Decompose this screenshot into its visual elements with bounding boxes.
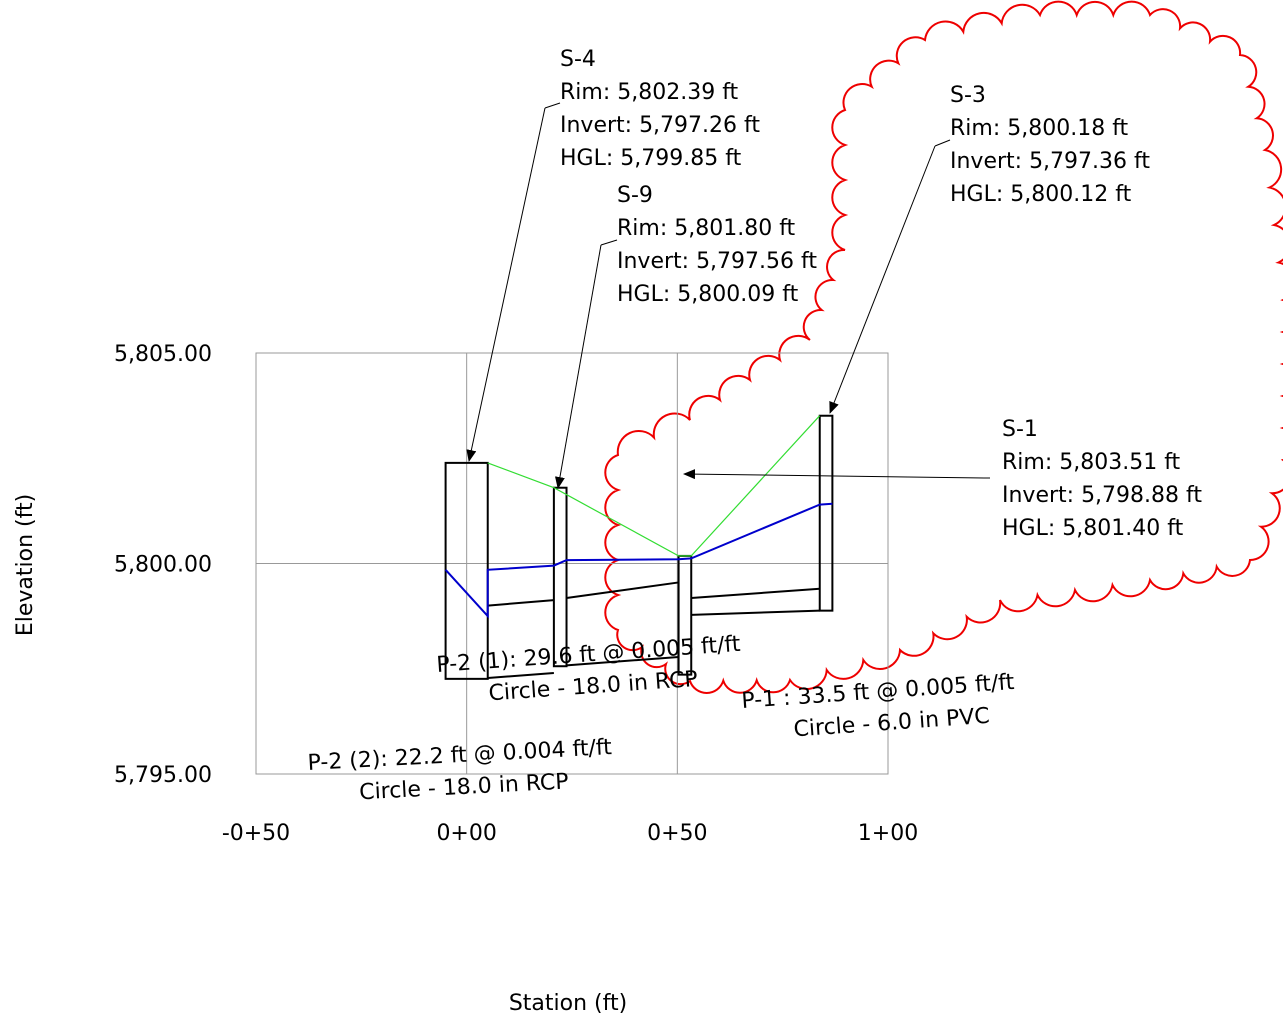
structure-label-line: Rim: 5,802.39 ft [560, 80, 739, 105]
structure-label-line: Invert: 5,797.56 ft [617, 249, 817, 274]
structure-label: S-1 Rim: 5,803.51 ft Invert: 5,798.88 ft HG… [1002, 417, 1202, 541]
pipe-invert-line [566, 655, 679, 667]
annotations: S-4 Rim: 5,802.39 ft Invert: 5,797.26 ft HG… [307, 47, 1202, 808]
leader-arrow [466, 107, 546, 462]
leader-elbow [934, 139, 951, 147]
structure-label-line: HGL: 5,801.40 ft [1002, 516, 1184, 541]
structure-label-line: S-9 [617, 183, 653, 208]
structure-label-line: HGL: 5,800.09 ft [617, 282, 799, 307]
x-tick-label: 1+00 [858, 821, 918, 846]
y-tick-label: 5,795.00 [114, 763, 212, 788]
y-tick-label: 5,805.00 [114, 342, 212, 367]
structure-label: S-3 Rim: 5,800.18 ft Invert: 5,797.36 ft HG… [950, 83, 1150, 207]
plot-grid [255, 352, 889, 775]
structure-label-line: Rim: 5,803.51 ft [1002, 450, 1181, 475]
structure-label-line: Rim: 5,801.80 ft [617, 216, 796, 241]
structure-label-line: HGL: 5,799.85 ft [560, 146, 742, 171]
pipe-invert-line [487, 671, 554, 680]
structure-label-line: S-3 [950, 83, 986, 108]
structure-label-line: Invert: 5,797.26 ft [560, 113, 760, 138]
leader-arrow [554, 244, 602, 489]
leader-elbow [544, 102, 561, 109]
structure-label-line: Invert: 5,798.88 ft [1002, 483, 1202, 508]
structure-box [818, 414, 834, 612]
pipe-label: P-1 : 33.5 ft @ 0.005 ft/ftCircle - 6.0 … [741, 670, 1018, 746]
revision-cloud [604, 0, 1283, 694]
leader-arrow [683, 469, 985, 480]
y-axis-title: Elevation (ft) [13, 494, 38, 636]
leader-elbow [600, 239, 618, 246]
energy-grade-line [487, 415, 821, 557]
grade-lines [444, 415, 833, 619]
pipe-label-line: Circle - 18.0 in RCP [359, 769, 570, 805]
x-axis-title: Station (ft) [509, 991, 627, 1016]
pipe-label: P-2 (1): 29.6 ft @ 0.005 ft/ftCircle - 1… [436, 632, 744, 710]
structure-label-line: Rim: 5,800.18 ft [950, 116, 1129, 141]
pipe-invert-line [691, 609, 820, 616]
structure-label-line: HGL: 5,800.12 ft [950, 182, 1132, 207]
hydraulic-grade-line [444, 502, 833, 619]
pipe-crown-line [566, 581, 679, 600]
pipe-label-line: Circle - 18.0 in RCP [488, 667, 699, 707]
leader-arrow [829, 145, 936, 414]
structure-label-line: Invert: 5,797.36 ft [950, 149, 1150, 174]
pipes [487, 581, 820, 680]
y-tick-label: 5,800.00 [114, 553, 212, 578]
structure-label-line: S-1 [1002, 417, 1038, 442]
x-tick-label: -0+50 [222, 821, 290, 846]
structure-label-line: S-4 [560, 47, 596, 72]
structure-label: S-9 Rim: 5,801.80 ft Invert: 5,797.56 ft HG… [617, 183, 817, 307]
axis-ticks: -0+50 0+00 0+50 1+00 5,805.00 5,800.00 5,795.0… [114, 342, 918, 846]
pipe-crown-line [691, 587, 820, 600]
structure-label: S-4 Rim: 5,802.39 ft Invert: 5,797.26 ft HG… [560, 47, 760, 171]
pipe-label: P-2 (2): 22.2 ft @ 0.004 ft/ftCircle - 1… [307, 735, 615, 808]
structure-box [552, 486, 568, 668]
pipe-crown-line [487, 599, 554, 607]
revision-cloud-outline [604, 0, 1283, 694]
x-tick-label: 0+50 [647, 821, 707, 846]
x-tick-label: 0+00 [436, 821, 496, 846]
pipe-label-line: Circle - 6.0 in PVC [793, 704, 991, 743]
